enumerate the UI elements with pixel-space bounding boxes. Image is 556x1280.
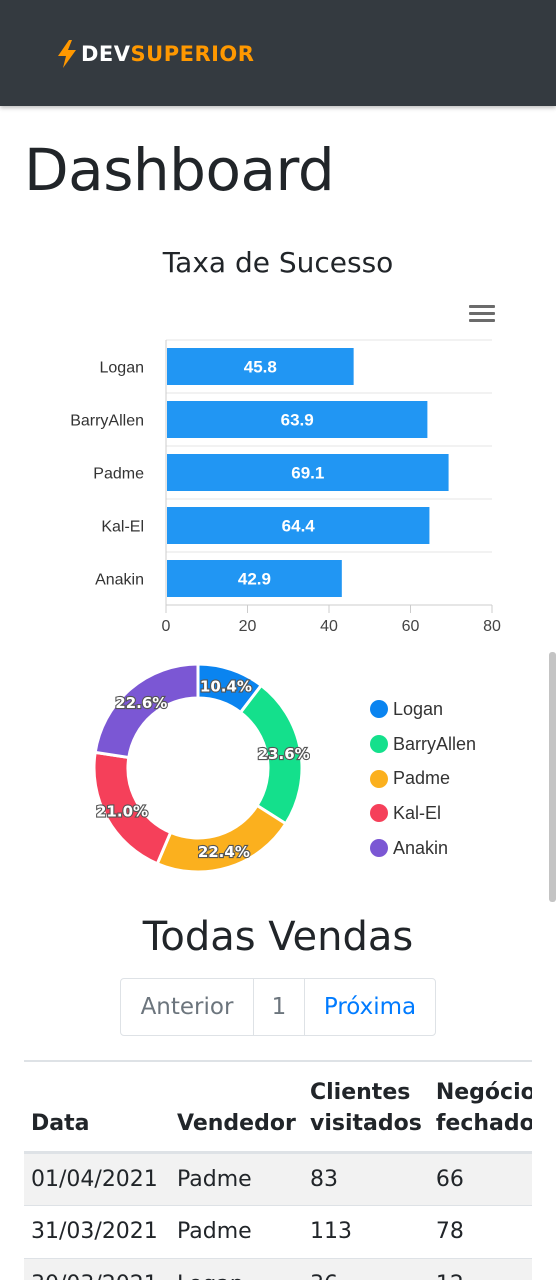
brand-text-superior: SUPERIOR	[130, 42, 255, 66]
x-tick-label: 20	[239, 618, 257, 635]
column-header-clientes: Clientes visitados	[303, 1062, 429, 1154]
donut-slice-label: 10.4%	[200, 678, 252, 696]
lightning-bolt-icon	[58, 40, 76, 68]
navbar: DEVSUPERIOR	[0, 0, 556, 106]
cell-deals: 12	[428, 1257, 532, 1280]
cell-visited: 36	[303, 1257, 429, 1280]
pagination-previous-button[interactable]: Anterior	[121, 979, 254, 1035]
pagination-next-button[interactable]: Próxima	[323, 994, 417, 1020]
y-category-label: Anakin	[95, 572, 144, 589]
sales-table: Data Vendedor Clientes visitados Negócio…	[24, 1062, 532, 1280]
donut-slice-label: 23.6%	[258, 745, 310, 763]
legend-marker	[370, 839, 388, 858]
table-row: 31/03/2021 Padme 113 78	[24, 1204, 532, 1258]
cell-visited: 113	[303, 1204, 429, 1258]
x-tick-label: 80	[483, 618, 501, 635]
cell-seller: Logan	[170, 1257, 303, 1280]
legend-marker	[370, 804, 388, 823]
legend-label: Anakin	[393, 837, 449, 858]
legend-item[interactable]: Logan	[370, 692, 476, 727]
bar-data-label: 64.4	[282, 517, 316, 536]
success-bar-chart: 0 20 40 60 80 Logan 45.8 BarryAllen 63.9 Padme 69.…	[70, 339, 501, 635]
bar	[167, 454, 449, 491]
column-header-vendedor: Vendedor	[170, 1062, 303, 1154]
cell-date: 30/03/2021	[24, 1257, 170, 1280]
page-title: Dashboard	[24, 136, 335, 204]
y-category-label: Kal-El	[101, 519, 144, 536]
y-category-label: Padme	[93, 466, 144, 483]
hamburger-menu-icon[interactable]	[469, 305, 495, 325]
bar	[167, 507, 430, 544]
chart-title: Taxa de Sucesso	[162, 246, 394, 279]
brand-text: DEVSUPERIOR	[81, 42, 254, 66]
bar	[167, 401, 428, 438]
brand-text-dev: DEV	[81, 42, 131, 66]
legend-item[interactable]: Kal-El	[370, 796, 476, 831]
y-category-label: BarryAllen	[70, 413, 144, 430]
legend-label: Logan	[393, 698, 444, 719]
page-scrollbar[interactable]	[549, 652, 556, 902]
cell-date: 31/03/2021	[24, 1204, 170, 1258]
x-tick-label: 60	[402, 618, 420, 635]
cell-visited: 83	[303, 1151, 429, 1205]
x-tick-label: 0	[162, 618, 171, 635]
donut-slice	[93, 662, 200, 760]
column-header-negocios: Negócios fechados	[428, 1062, 532, 1154]
column-header-data: Data	[24, 1062, 170, 1154]
legend-label: Padme	[393, 768, 451, 789]
bar-data-label: 42.9	[238, 570, 271, 589]
bar	[167, 348, 354, 385]
donut-legend: Logan BarryAllen Padme Kal-El Anakin	[370, 692, 476, 865]
bar-data-label: 45.8	[244, 358, 277, 377]
legend-marker	[370, 735, 388, 754]
sales-table-container: Data Vendedor Clientes visitados Negócio…	[24, 1060, 532, 1280]
legend-marker	[370, 769, 388, 788]
cell-seller: Padme	[170, 1151, 303, 1205]
sales-section-title: Todas Vendas	[142, 914, 414, 960]
legend-item[interactable]: BarryAllen	[370, 727, 476, 762]
cell-deals: 66	[428, 1151, 532, 1205]
sales-donut-chart: 10.4% 23.6% 22.4% 21.0% 22.6%	[92, 662, 310, 874]
pagination: Anterior 1 Próxima	[120, 978, 436, 1036]
brand-logo[interactable]: DEVSUPERIOR	[57, 38, 254, 70]
cell-date: 01/04/2021	[24, 1151, 170, 1205]
legend-item[interactable]: Anakin	[370, 831, 476, 866]
y-category-label: Logan	[100, 360, 145, 377]
legend-item[interactable]: Padme	[370, 761, 476, 796]
pagination-page-1[interactable]: 1	[254, 979, 305, 1035]
legend-label: BarryAllen	[393, 733, 477, 754]
legend-marker	[370, 700, 388, 719]
donut-slice-label: 22.4%	[198, 843, 250, 861]
donut-slice-label: 21.0%	[96, 802, 148, 820]
table-row: 01/04/2021 Padme 83 66	[24, 1151, 532, 1205]
bar-data-label: 63.9	[281, 411, 314, 430]
table-row: 30/03/2021 Logan 36 12	[24, 1257, 532, 1280]
donut-slice-label: 22.6%	[115, 694, 167, 712]
cell-deals: 78	[428, 1204, 532, 1258]
cell-seller: Padme	[170, 1204, 303, 1258]
bar	[167, 560, 342, 597]
donut-slice	[155, 803, 288, 874]
legend-label: Kal-El	[393, 802, 442, 823]
table-header-row: Data Vendedor Clientes visitados Negócio…	[24, 1062, 532, 1154]
bar-data-label: 69.1	[291, 464, 324, 483]
x-tick-label: 40	[320, 618, 338, 635]
